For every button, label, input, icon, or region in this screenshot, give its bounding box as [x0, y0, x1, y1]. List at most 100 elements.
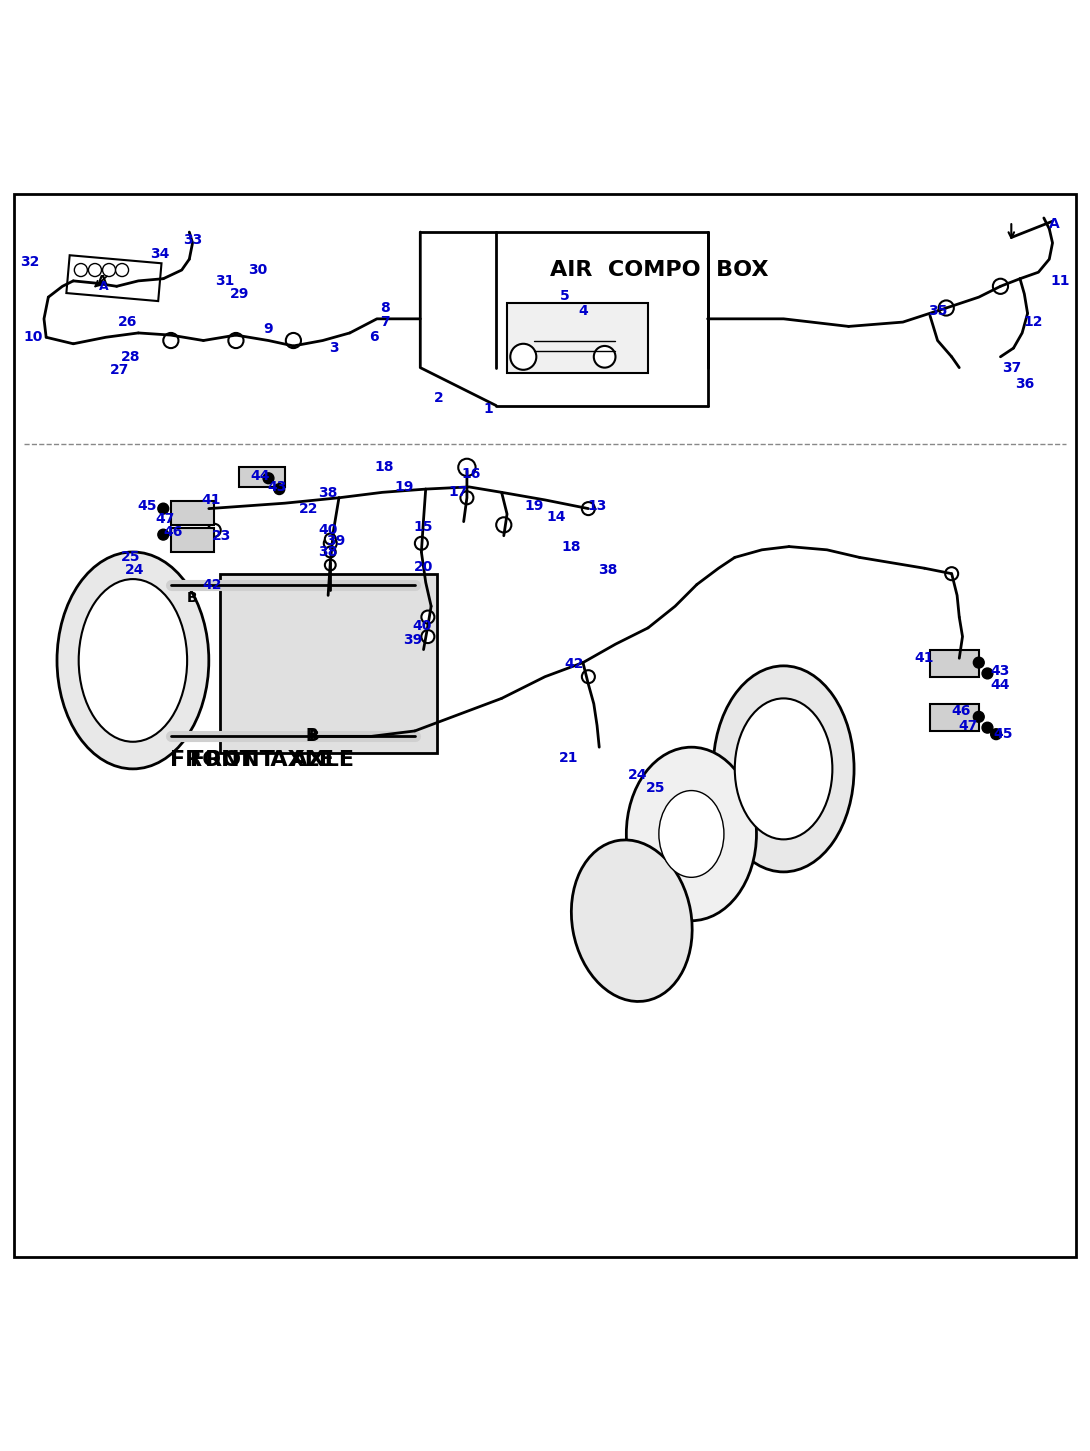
Text: 34: 34 [150, 247, 170, 261]
Circle shape [102, 264, 116, 277]
Text: 30: 30 [249, 263, 267, 277]
Circle shape [274, 483, 284, 495]
Circle shape [208, 524, 221, 537]
Circle shape [582, 670, 595, 683]
Circle shape [164, 332, 179, 348]
Text: 45: 45 [137, 499, 157, 514]
Circle shape [324, 537, 337, 550]
Text: 6: 6 [368, 331, 378, 344]
Circle shape [938, 300, 954, 315]
Text: 19: 19 [524, 499, 544, 514]
Circle shape [973, 711, 984, 723]
Text: 2: 2 [434, 390, 444, 405]
Text: A: A [99, 280, 108, 293]
Bar [507, 303, 649, 373]
Text: 38: 38 [598, 563, 618, 577]
Ellipse shape [735, 698, 833, 839]
Circle shape [458, 459, 475, 476]
Text: 42: 42 [203, 577, 222, 592]
Text: 21: 21 [559, 752, 579, 765]
Circle shape [582, 502, 595, 515]
Text: 23: 23 [213, 528, 231, 543]
Circle shape [594, 345, 616, 367]
Circle shape [422, 611, 435, 624]
Text: 36: 36 [1015, 377, 1034, 390]
Circle shape [460, 492, 473, 505]
Text: 40: 40 [318, 524, 338, 537]
Text: 26: 26 [118, 315, 137, 329]
Text: 37: 37 [1002, 361, 1021, 374]
Circle shape [982, 667, 993, 679]
Circle shape [945, 567, 958, 580]
Text: AIR  COMPO  BOX: AIR COMPO BOX [549, 260, 768, 280]
Text: 47: 47 [156, 512, 175, 527]
Circle shape [422, 630, 435, 643]
Text: B: B [187, 591, 198, 605]
Text: 19: 19 [395, 480, 414, 493]
Bar [220, 573, 437, 753]
Text: 29: 29 [230, 287, 249, 300]
Circle shape [496, 518, 511, 533]
Circle shape [973, 657, 984, 667]
Text: 39: 39 [326, 534, 346, 548]
Text: FRONT  AXLE: FRONT AXLE [190, 750, 354, 770]
Ellipse shape [713, 666, 855, 872]
Ellipse shape [57, 551, 209, 769]
Text: 5: 5 [559, 289, 569, 303]
Text: 46: 46 [952, 704, 971, 718]
Text: B: B [305, 727, 318, 746]
Text: 40: 40 [413, 618, 432, 633]
Text: 18: 18 [561, 540, 581, 554]
Circle shape [263, 473, 274, 483]
Text: 22: 22 [299, 502, 318, 515]
Circle shape [228, 332, 243, 348]
Text: 9: 9 [264, 322, 274, 335]
Circle shape [993, 279, 1008, 295]
Circle shape [158, 503, 169, 514]
Text: 17: 17 [449, 485, 468, 499]
Text: 43: 43 [267, 480, 287, 493]
Circle shape [510, 344, 536, 370]
Text: 13: 13 [588, 499, 607, 514]
Text: 12: 12 [1024, 315, 1043, 329]
Text: 24: 24 [125, 563, 145, 577]
Text: 24: 24 [628, 769, 647, 782]
Bar [171, 501, 215, 525]
Bar [66, 255, 161, 302]
Bar [930, 650, 979, 676]
Text: 33: 33 [183, 232, 202, 247]
Circle shape [286, 332, 301, 348]
Text: 8: 8 [379, 300, 389, 315]
Text: 44: 44 [991, 679, 1010, 692]
Text: 41: 41 [915, 651, 934, 665]
Ellipse shape [78, 579, 187, 741]
Text: 1: 1 [484, 402, 494, 416]
Bar [171, 528, 215, 551]
Ellipse shape [571, 840, 692, 1001]
Circle shape [982, 723, 993, 733]
Circle shape [158, 530, 169, 540]
Text: 20: 20 [414, 560, 433, 575]
Text: 43: 43 [991, 665, 1010, 678]
Text: 28: 28 [121, 350, 141, 364]
Text: 25: 25 [121, 550, 141, 564]
Text: 15: 15 [414, 519, 434, 534]
Text: 7: 7 [379, 315, 389, 329]
Text: 11: 11 [1051, 274, 1070, 287]
Text: 3: 3 [329, 341, 338, 355]
Text: 31: 31 [216, 274, 234, 287]
Text: 38: 38 [318, 546, 338, 559]
Text: 27: 27 [110, 363, 130, 377]
Bar [239, 467, 284, 488]
Text: 4: 4 [578, 305, 588, 318]
Text: 35: 35 [928, 305, 947, 318]
Text: 44: 44 [250, 469, 269, 483]
Text: 18: 18 [375, 460, 395, 474]
Text: 47: 47 [958, 718, 978, 733]
Text: 10: 10 [24, 331, 43, 344]
Text: A: A [1050, 218, 1061, 232]
Text: FRONT  AXLE: FRONT AXLE [170, 750, 335, 770]
Text: B: B [308, 730, 319, 743]
Text: 38: 38 [318, 486, 338, 501]
Circle shape [325, 560, 336, 570]
